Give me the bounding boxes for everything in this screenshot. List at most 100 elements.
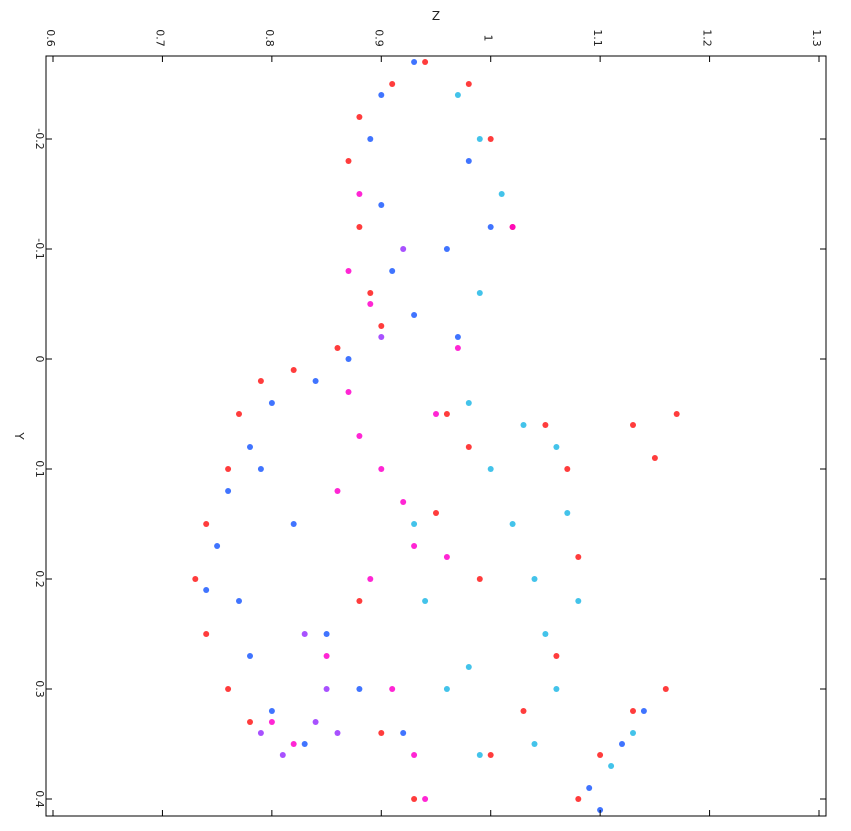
- scatter-point: [422, 59, 429, 65]
- scatter-point: [301, 741, 308, 747]
- scatter-point: [290, 521, 297, 527]
- points-layer: [192, 59, 680, 813]
- scatter-point: [476, 136, 483, 142]
- y-tick-label: -0.2: [33, 128, 46, 149]
- scatter-point: [301, 631, 308, 637]
- scatter-point: [454, 92, 461, 98]
- scatter-point: [323, 631, 330, 637]
- scatter-point: [542, 422, 549, 428]
- scatter-point: [389, 81, 396, 87]
- scatter-point: [411, 312, 418, 318]
- scatter-point: [542, 631, 549, 637]
- z-tick-label: 0.9: [372, 29, 385, 47]
- scatter-point: [268, 708, 275, 714]
- scatter-point: [487, 224, 494, 230]
- scatter-point: [443, 246, 450, 252]
- scatter-point: [575, 554, 582, 560]
- z-tick-label: 1.3: [810, 29, 823, 47]
- scatter-point: [345, 356, 352, 362]
- scatter-point: [203, 587, 210, 593]
- scatter-point: [378, 202, 385, 208]
- scatter-point: [531, 576, 538, 582]
- scatter-point: [345, 268, 352, 274]
- scatter-point: [214, 543, 221, 549]
- scatter-point: [575, 796, 582, 802]
- z-tick-label: 0.6: [44, 29, 57, 47]
- scatter-point: [225, 488, 232, 494]
- scatter-point: [268, 719, 275, 725]
- scatter-point: [345, 389, 352, 395]
- scatter-point: [279, 752, 286, 758]
- scatter-point: [433, 510, 439, 516]
- scatter-point: [378, 92, 385, 98]
- x-axis-label: Z: [432, 9, 440, 23]
- scatter-point: [465, 400, 472, 406]
- scatter-point: [531, 741, 538, 747]
- scatter-point: [367, 136, 374, 142]
- scatter-point: [356, 224, 363, 230]
- scatter-point: [334, 345, 341, 351]
- y-tick-label: 0.1: [33, 460, 46, 478]
- z-tick-label: 0.7: [153, 29, 166, 47]
- scatter-point: [454, 334, 461, 340]
- scatter-point: [345, 158, 352, 164]
- scatter-point: [268, 400, 275, 406]
- scatter-point: [356, 114, 363, 120]
- y-tick-label: 0.4: [33, 790, 46, 808]
- z-tick-label: 1.2: [701, 29, 714, 47]
- scatter-point: [411, 543, 418, 549]
- scatter-point: [553, 444, 560, 450]
- y-axis-label: Y: [12, 431, 26, 440]
- scatter-point: [564, 510, 571, 516]
- scatter-point: [411, 521, 418, 527]
- scatter-point: [257, 730, 264, 736]
- scatter-point: [192, 576, 199, 582]
- scatter-point: [433, 411, 439, 417]
- y-tick-label: 0.3: [33, 680, 46, 698]
- scatter-point: [389, 686, 396, 692]
- scatter-point: [312, 378, 319, 384]
- scatter-point: [247, 444, 253, 450]
- scatter-point: [389, 268, 396, 274]
- y-tick-label: -0.1: [33, 238, 46, 259]
- scatter-point: [630, 422, 636, 428]
- scatter-point: [367, 290, 374, 296]
- scatter-point: [465, 664, 472, 670]
- scatter-point: [356, 433, 363, 439]
- scatter-point: [498, 191, 505, 197]
- scatter-point: [651, 455, 658, 461]
- plot-area: [45, 55, 827, 817]
- scatter-point: [454, 345, 461, 351]
- scatter-point: [257, 466, 264, 472]
- scatter-point: [673, 411, 680, 417]
- scatter-point: [334, 730, 341, 736]
- scatter-point: [378, 323, 385, 329]
- ticks-layer: 0.6 0.7 0.8 0.9 1 1.1 1.2 1.3 -0.2 -0.1 0 0.1 0.2 0.3…: [33, 29, 826, 816]
- scatter-point: [575, 598, 582, 604]
- scatter-point: [411, 59, 418, 65]
- scatter-point: [247, 653, 253, 659]
- z-tick-label: 1: [482, 35, 495, 42]
- scatter-point: [487, 466, 494, 472]
- scatter-point: [553, 686, 560, 692]
- z-tick-label: 1.1: [591, 29, 604, 47]
- scatter-point: [334, 488, 341, 494]
- scatter-point: [509, 521, 516, 527]
- scatter-point: [476, 576, 483, 582]
- scatter-point: [367, 576, 374, 582]
- scatter-point: [608, 763, 615, 769]
- scatter-point: [290, 741, 297, 747]
- scatter-point: [400, 499, 407, 505]
- scatter-point: [630, 730, 636, 736]
- scatter-point: [356, 686, 363, 692]
- scatter-point: [662, 686, 669, 692]
- scatter-point: [203, 631, 210, 637]
- scatter-point: [378, 730, 385, 736]
- scatter-point: [247, 719, 253, 725]
- scatter-point: [476, 290, 483, 296]
- scatter-point: [476, 752, 483, 758]
- y-tick-label: 0.2: [33, 570, 46, 588]
- scatter-point: [203, 521, 210, 527]
- scatter-point: [323, 686, 330, 692]
